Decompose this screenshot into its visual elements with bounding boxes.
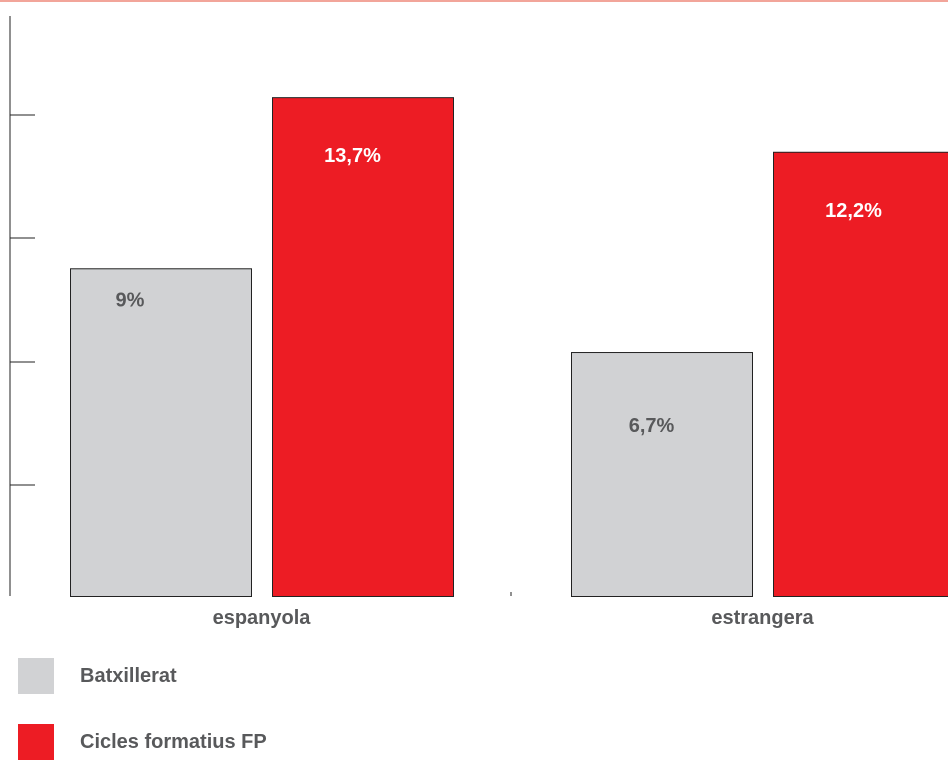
bar-data-label: 6,7% bbox=[629, 415, 675, 437]
bar-data-label: 13,7% bbox=[324, 145, 381, 167]
bar-batxillerat-estrangera bbox=[572, 353, 753, 597]
legend-swatch-batxillerat bbox=[18, 658, 54, 694]
bar-data-label: 9% bbox=[116, 289, 145, 311]
legend-swatch-cicles-formatius-fp bbox=[18, 724, 54, 760]
bar-cicles-formatius-fp-espanyola bbox=[273, 98, 454, 597]
bar-data-label: 12,2% bbox=[825, 200, 882, 222]
category-label-espanyola: espanyola bbox=[213, 607, 312, 629]
legend-item-cicles-formatius-fp: Cicles formatius FP bbox=[18, 724, 618, 764]
legend-item-batxillerat: Batxillerat bbox=[18, 658, 618, 698]
bar-chart: 9% 13,7% espanyola 6,7% 12,2% estrangera bbox=[0, 0, 948, 640]
legend-label-batxillerat: Batxillerat bbox=[80, 665, 177, 688]
category-label-estrangera: estrangera bbox=[711, 607, 814, 629]
legend-label-cicles-formatius-fp: Cicles formatius FP bbox=[80, 731, 267, 754]
bar-batxillerat-espanyola bbox=[71, 269, 252, 597]
